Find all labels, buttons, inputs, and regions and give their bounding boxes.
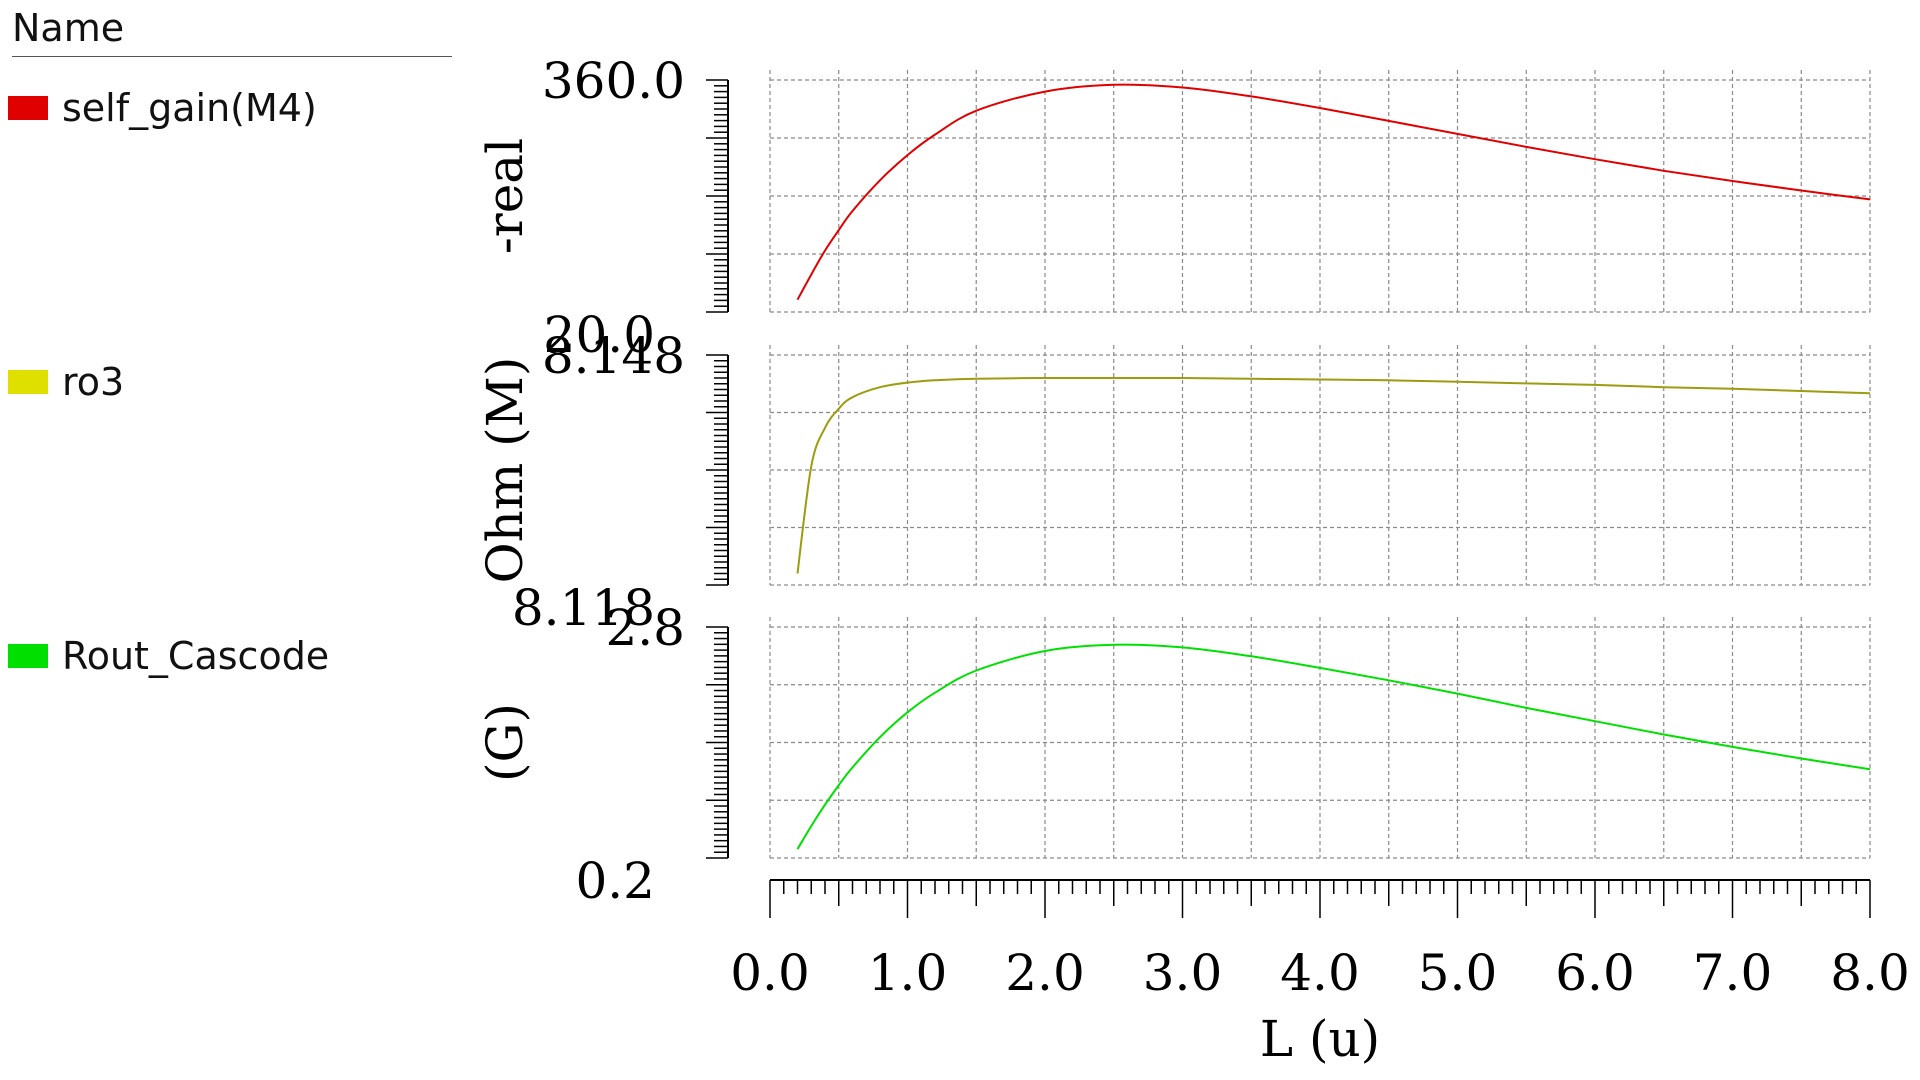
y-tick-label-top: 2.8	[605, 599, 685, 657]
legend-entry-self-gain[interactable]: self_gain(M4)	[8, 86, 317, 130]
x-tick-label: 3.0	[1143, 944, 1223, 1002]
panel-1: 360.0 20.0-real	[476, 52, 1871, 364]
x-tick-label: 6.0	[1555, 944, 1635, 1002]
legend-swatch-rout-cascode	[8, 644, 48, 668]
x-tick-label: 5.0	[1418, 944, 1498, 1002]
panel-3: 2.8 0.2 (G)	[476, 599, 1871, 910]
series-line-self_gain(M4)[interactable]	[796, 83, 1871, 301]
series-line-Rout_Cascode[interactable]	[796, 643, 1871, 850]
legend-panel: Name self_gain(M4) ro3 Rout_Cascode	[0, 0, 460, 1080]
x-tick-label: 8.0	[1830, 944, 1910, 1002]
legend-entry-ro3[interactable]: ro3	[8, 360, 124, 404]
legend-swatch-self-gain	[8, 96, 48, 120]
y-tick-label-bottom: 8.118	[512, 579, 655, 637]
legend-label-ro3: ro3	[62, 360, 125, 404]
y-tick-label-bottom: 20.0	[544, 306, 655, 364]
legend-label-rout-cascode: Rout_Cascode	[62, 634, 330, 678]
y-axis-title: Ohm (M)	[476, 357, 534, 584]
legend-label-self-gain: self_gain(M4)	[62, 86, 317, 130]
legend-entry-rout-cascode[interactable]: Rout_Cascode	[8, 634, 329, 678]
y-tick-label-top: 8.148	[542, 327, 685, 385]
x-tick-label: 0.0	[730, 944, 810, 1002]
y-axis-title: -real	[476, 138, 534, 254]
x-axis-title: L (u)	[1260, 1010, 1380, 1068]
series-line-ro3[interactable]	[796, 376, 1871, 574]
x-axis: 0.0 1.0 2.0 3.0 4.0 5.0 6.0 7.0 8.0	[730, 879, 1910, 1002]
legend-swatch-ro3	[8, 370, 48, 394]
legend-header: Name	[12, 6, 452, 57]
x-tick-label: 1.0	[868, 944, 948, 1002]
x-tick-label: 4.0	[1280, 944, 1360, 1002]
y-tick-label-bottom: 0.2	[575, 852, 655, 910]
y-tick-label-top: 360.0	[542, 52, 685, 110]
x-tick-label: 7.0	[1693, 944, 1773, 1002]
y-axis-title: (G)	[476, 703, 534, 782]
x-tick-label: 2.0	[1005, 944, 1085, 1002]
